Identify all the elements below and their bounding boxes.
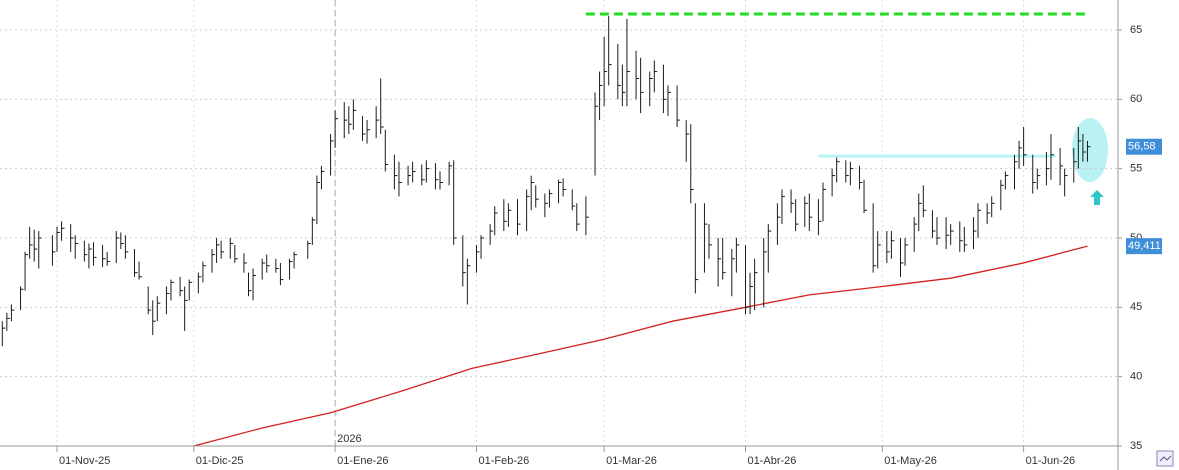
y-tick-label: 55 — [1130, 163, 1142, 175]
x-tick-label: 01-Nov-25 — [59, 455, 110, 467]
price-axis — [1118, 0, 1179, 446]
x-tick-label: 01-Mar-26 — [606, 455, 657, 467]
x-tick-label: 01-Feb-26 — [478, 455, 529, 467]
x-tick-label: 01-Abr-26 — [747, 455, 796, 467]
highlight-ellipse — [1072, 118, 1108, 182]
value-label-box — [1126, 138, 1162, 155]
up-arrow — [1090, 190, 1104, 205]
moving-average — [193, 245, 1088, 447]
x-tick-label: 01-Dic-25 — [196, 455, 244, 467]
y-tick-label: 65 — [1130, 24, 1142, 36]
value-label: 49,411 — [1128, 240, 1161, 252]
x-tick-label: 01-Jun-26 — [1026, 455, 1076, 467]
value-label: 56,58 — [1128, 141, 1156, 153]
y-tick-label: 40 — [1130, 371, 1142, 383]
value-label-box — [1126, 238, 1162, 255]
y-tick-label: 45 — [1130, 301, 1142, 313]
x-tick-label: 01-May-26 — [884, 455, 937, 467]
scroll-icon — [1159, 455, 1172, 462]
x-tick-label: 01-Ene-26 — [337, 455, 388, 467]
year-label: 2026 — [337, 433, 361, 445]
y-tick-label: 35 — [1130, 440, 1142, 452]
y-tick-label: 60 — [1130, 93, 1142, 105]
